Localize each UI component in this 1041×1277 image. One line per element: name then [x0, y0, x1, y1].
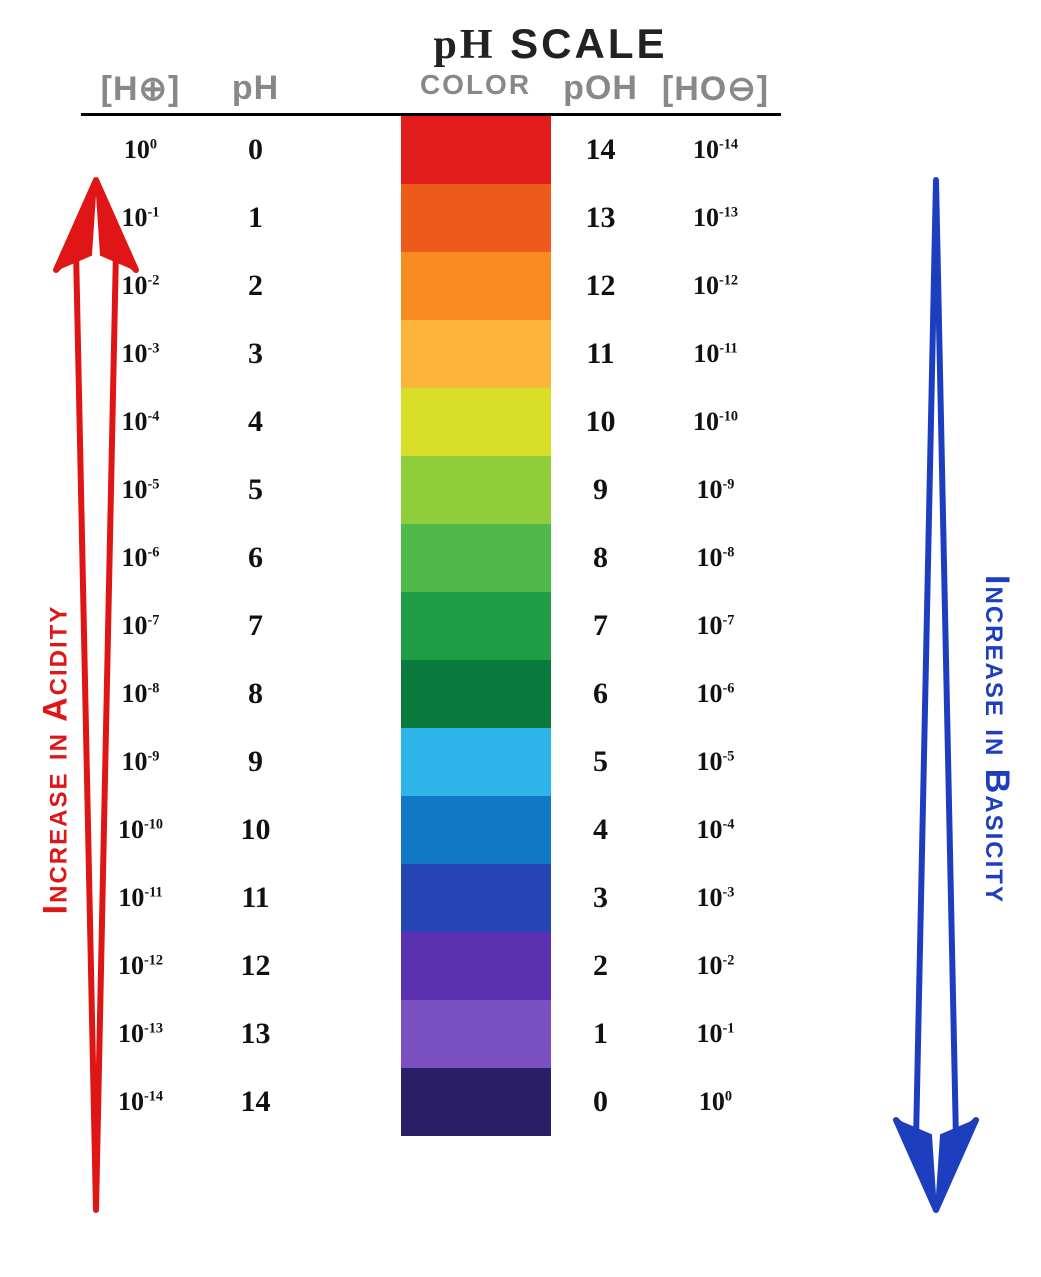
table-row: 10-99510-5	[81, 728, 781, 796]
ph-value: 10	[201, 813, 311, 847]
ph-value: 8	[201, 677, 311, 711]
hominus-value: 10-3	[651, 883, 781, 913]
poh-value: 13	[551, 201, 651, 235]
hominus-value: 10-12	[651, 271, 781, 301]
header-hplus: [H⊕]	[81, 69, 201, 109]
ph-value: 7	[201, 609, 311, 643]
ph-value: 12	[201, 949, 311, 983]
acidity-label: Increase in Acidity	[36, 605, 75, 915]
ph-table: 10001410-1410-111310-1310-221210-1210-33…	[81, 116, 781, 1136]
hominus-value: 10-1	[651, 1019, 781, 1049]
poh-value: 8	[551, 541, 651, 575]
poh-value: 10	[551, 405, 651, 439]
table-row: 10-55910-9	[81, 456, 781, 524]
color-swatch	[401, 252, 551, 320]
poh-value: 11	[551, 337, 651, 371]
poh-value: 14	[551, 133, 651, 167]
poh-value: 4	[551, 813, 651, 847]
color-swatch	[401, 320, 551, 388]
hominus-value: 10-2	[651, 951, 781, 981]
hominus-value: 10-11	[651, 339, 781, 369]
table-row: 10-221210-12	[81, 252, 781, 320]
hominus-value: 100	[651, 1087, 781, 1117]
hplus-value: 100	[81, 135, 201, 165]
color-swatch	[401, 456, 551, 524]
color-swatch	[401, 1068, 551, 1136]
poh-value: 5	[551, 745, 651, 779]
table-row: 10-1313110-1	[81, 1000, 781, 1068]
color-swatch	[401, 864, 551, 932]
poh-value: 9	[551, 473, 651, 507]
table-row: 10-66810-8	[81, 524, 781, 592]
color-swatch	[401, 796, 551, 864]
header-color: COLOR	[401, 69, 551, 109]
poh-value: 6	[551, 677, 651, 711]
ph-value: 11	[201, 881, 311, 915]
ph-value: 2	[201, 269, 311, 303]
table-row: 10-14140100	[81, 1068, 781, 1136]
color-swatch	[401, 932, 551, 1000]
hominus-value: 10-7	[651, 611, 781, 641]
ph-value: 13	[201, 1017, 311, 1051]
hominus-value: 10-8	[651, 543, 781, 573]
ph-value: 5	[201, 473, 311, 507]
table-row: 1000 1410-14	[81, 116, 781, 184]
page-title: pH SCALE	[81, 20, 1021, 69]
color-swatch	[401, 1000, 551, 1068]
color-swatch	[401, 388, 551, 456]
table-header: [H⊕]pH COLORpOH[HO⊖]	[81, 69, 781, 116]
poh-value: 3	[551, 881, 651, 915]
hominus-value: 10-6	[651, 679, 781, 709]
table-row: 10-1111310-3	[81, 864, 781, 932]
hominus-value: 10-13	[651, 203, 781, 233]
poh-value: 12	[551, 269, 651, 303]
hominus-value: 10-4	[651, 815, 781, 845]
hominus-value: 10-10	[651, 407, 781, 437]
table-row: 10-111310-13	[81, 184, 781, 252]
poh-value: 2	[551, 949, 651, 983]
basicity-arrow	[891, 170, 981, 1220]
table-row: 10-331110-11	[81, 320, 781, 388]
poh-value: 7	[551, 609, 651, 643]
hominus-value: 10-5	[651, 747, 781, 777]
table-row: 10-88610-6	[81, 660, 781, 728]
table-row: 10-77710-7	[81, 592, 781, 660]
poh-value: 1	[551, 1017, 651, 1051]
header-ph: pH	[201, 69, 311, 109]
color-swatch	[401, 116, 551, 184]
ph-value: 1	[201, 201, 311, 235]
header-poh: pOH	[551, 69, 651, 109]
ph-value: 4	[201, 405, 311, 439]
ph-value: 9	[201, 745, 311, 779]
ph-value: 0	[201, 133, 311, 167]
header-hominus: [HO⊖]	[651, 69, 781, 109]
hominus-value: 10-9	[651, 475, 781, 505]
color-swatch	[401, 524, 551, 592]
ph-value: 14	[201, 1085, 311, 1119]
color-swatch	[401, 592, 551, 660]
table-row: 10-1010410-4	[81, 796, 781, 864]
hominus-value: 10-14	[651, 135, 781, 165]
table-row: 10-1212210-2	[81, 932, 781, 1000]
color-swatch	[401, 184, 551, 252]
ph-value: 3	[201, 337, 311, 371]
table-row: 10-441010-10	[81, 388, 781, 456]
poh-value: 0	[551, 1085, 651, 1119]
ph-value: 6	[201, 541, 311, 575]
color-swatch	[401, 660, 551, 728]
color-swatch	[401, 728, 551, 796]
basicity-label: Increase in Basicity	[977, 575, 1016, 904]
